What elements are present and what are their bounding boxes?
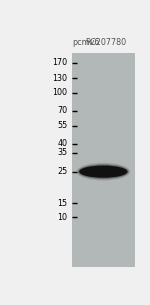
FancyBboxPatch shape [72,53,135,267]
Text: pcmv6: pcmv6 [72,38,99,47]
Ellipse shape [79,166,128,178]
Ellipse shape [77,164,129,180]
Text: 35: 35 [57,148,68,157]
Ellipse shape [76,163,130,181]
Ellipse shape [78,165,128,179]
Text: 55: 55 [57,121,68,130]
Text: 15: 15 [57,199,68,208]
Text: 40: 40 [58,139,68,149]
Text: 170: 170 [52,58,68,67]
Text: 70: 70 [57,106,68,115]
Text: 100: 100 [52,88,68,98]
Text: RC207780: RC207780 [85,38,126,47]
Text: 130: 130 [52,74,68,83]
Text: 25: 25 [57,167,68,176]
Text: 10: 10 [58,213,68,222]
